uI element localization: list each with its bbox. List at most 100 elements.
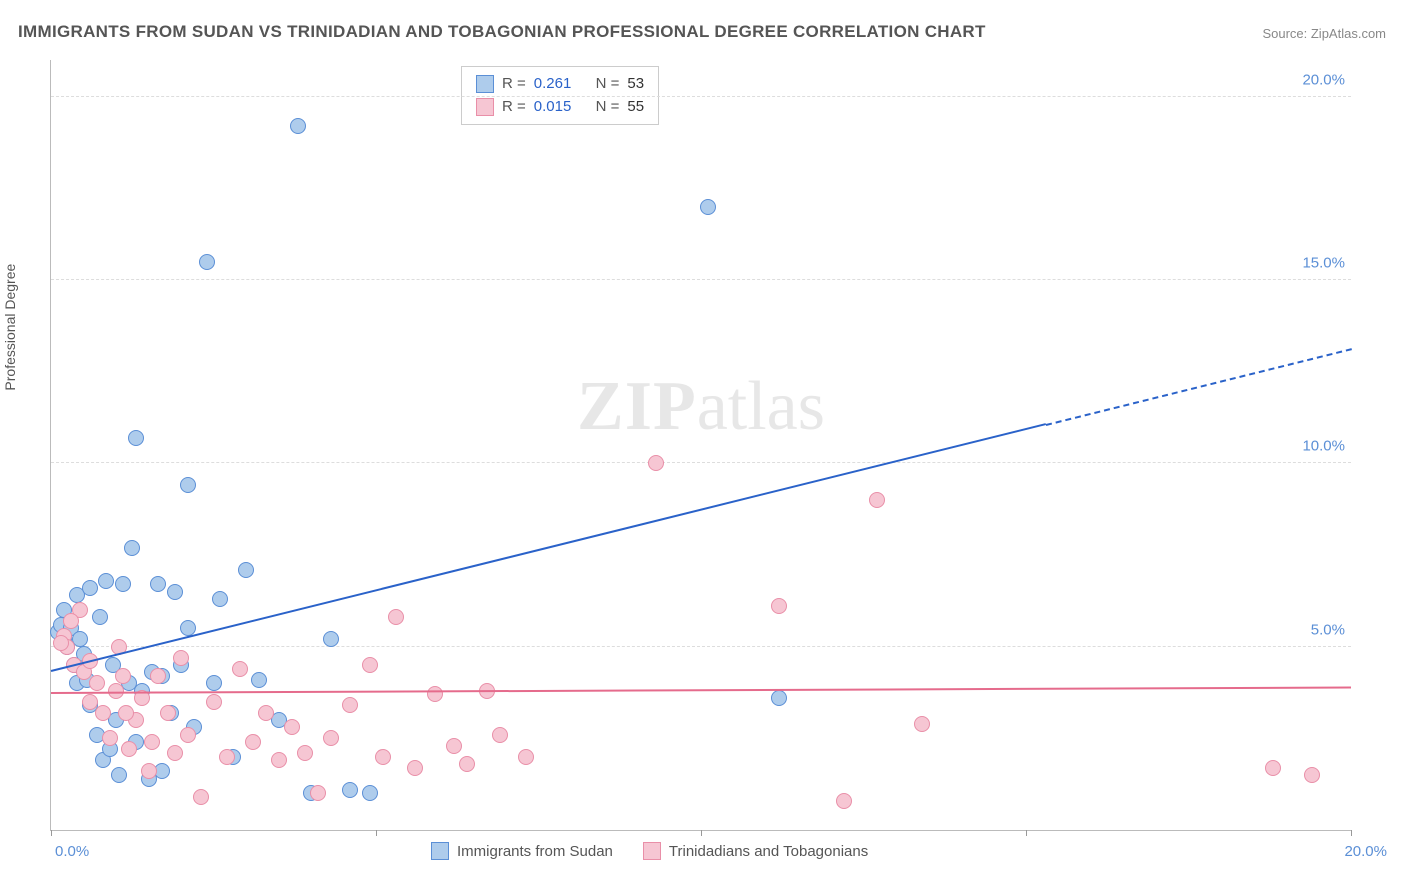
source-label: Source: ZipAtlas.com (1262, 26, 1386, 41)
data-point (219, 749, 235, 765)
data-point (245, 734, 261, 750)
data-point (115, 668, 131, 684)
data-point (82, 580, 98, 596)
data-point (150, 576, 166, 592)
data-point (492, 727, 508, 743)
data-point (518, 749, 534, 765)
data-point (323, 730, 339, 746)
data-point (160, 705, 176, 721)
data-point (92, 609, 108, 625)
data-point (836, 793, 852, 809)
y-tick-label: 15.0% (1302, 255, 1345, 272)
data-point (141, 763, 157, 779)
data-point (98, 573, 114, 589)
x-tick (701, 830, 702, 836)
data-point (95, 705, 111, 721)
data-point (271, 752, 287, 768)
data-point (63, 613, 79, 629)
chart-title: IMMIGRANTS FROM SUDAN VS TRINIDADIAN AND… (18, 22, 986, 42)
r-value: 0.261 (534, 73, 572, 96)
n-value: 53 (627, 73, 644, 96)
data-point (446, 738, 462, 754)
scatter-chart: ZIPatlas R =0.261 N =53R =0.015 N =55 Im… (50, 60, 1351, 831)
y-axis-label: Professional Degree (2, 264, 18, 391)
data-point (869, 492, 885, 508)
legend-swatch (476, 98, 494, 116)
data-point (193, 789, 209, 805)
data-point (167, 745, 183, 761)
trend-line (51, 424, 1046, 673)
legend-row: R = 0.261 N = 53 (476, 73, 644, 96)
data-point (648, 455, 664, 471)
data-point (180, 477, 196, 493)
data-point (290, 118, 306, 134)
data-point (771, 690, 787, 706)
data-point (115, 576, 131, 592)
data-point (771, 598, 787, 614)
trend-line (51, 687, 1351, 694)
legend-row: R =0.015 N =55 (476, 96, 644, 119)
y-tick-label: 10.0% (1302, 438, 1345, 455)
data-point (180, 727, 196, 743)
data-point (388, 609, 404, 625)
data-point (124, 540, 140, 556)
data-point (144, 734, 160, 750)
gridline (51, 462, 1351, 463)
data-point (121, 741, 137, 757)
n-label: N = (596, 96, 620, 119)
data-point (251, 672, 267, 688)
y-tick-label: 20.0% (1302, 71, 1345, 88)
watermark: ZIPatlas (577, 367, 825, 447)
x-tick-label: 20.0% (1344, 843, 1387, 860)
data-point (700, 199, 716, 215)
x-tick (1351, 830, 1352, 836)
data-point (323, 631, 339, 647)
data-point (173, 650, 189, 666)
gridline (51, 279, 1351, 280)
data-point (108, 683, 124, 699)
x-tick (51, 830, 52, 836)
data-point (342, 697, 358, 713)
data-point (167, 584, 183, 600)
x-tick (376, 830, 377, 836)
data-point (258, 705, 274, 721)
legend-swatch (431, 842, 449, 860)
data-point (89, 675, 105, 691)
data-point (362, 785, 378, 801)
legend-label: Immigrants from Sudan (457, 843, 613, 860)
legend-label: Trinidadians and Tobagonians (669, 843, 868, 860)
data-point (342, 782, 358, 798)
data-point (128, 430, 144, 446)
legend-item: Immigrants from Sudan (431, 842, 613, 860)
data-point (1265, 760, 1281, 776)
x-tick-label: 0.0% (55, 843, 89, 860)
data-point (212, 591, 228, 607)
data-point (459, 756, 475, 772)
data-point (206, 694, 222, 710)
gridline (51, 96, 1351, 97)
data-point (206, 675, 222, 691)
trend-line (1045, 348, 1351, 426)
gridline (51, 646, 1351, 647)
data-point (310, 785, 326, 801)
data-point (427, 686, 443, 702)
data-point (375, 749, 391, 765)
x-tick (1026, 830, 1027, 836)
data-point (238, 562, 254, 578)
data-point (362, 657, 378, 673)
n-label: N = (596, 73, 620, 96)
data-point (118, 705, 134, 721)
data-point (297, 745, 313, 761)
data-point (199, 254, 215, 270)
data-point (102, 730, 118, 746)
data-point (914, 716, 930, 732)
r-value: 0.015 (534, 96, 572, 119)
legend-swatch (643, 842, 661, 860)
data-point (111, 767, 127, 783)
data-point (1304, 767, 1320, 783)
r-label: R = (502, 73, 526, 96)
series-legend: Immigrants from Sudan Trinidadians and To… (431, 842, 868, 860)
r-label: R = (502, 96, 526, 119)
legend-swatch (476, 75, 494, 93)
data-point (150, 668, 166, 684)
